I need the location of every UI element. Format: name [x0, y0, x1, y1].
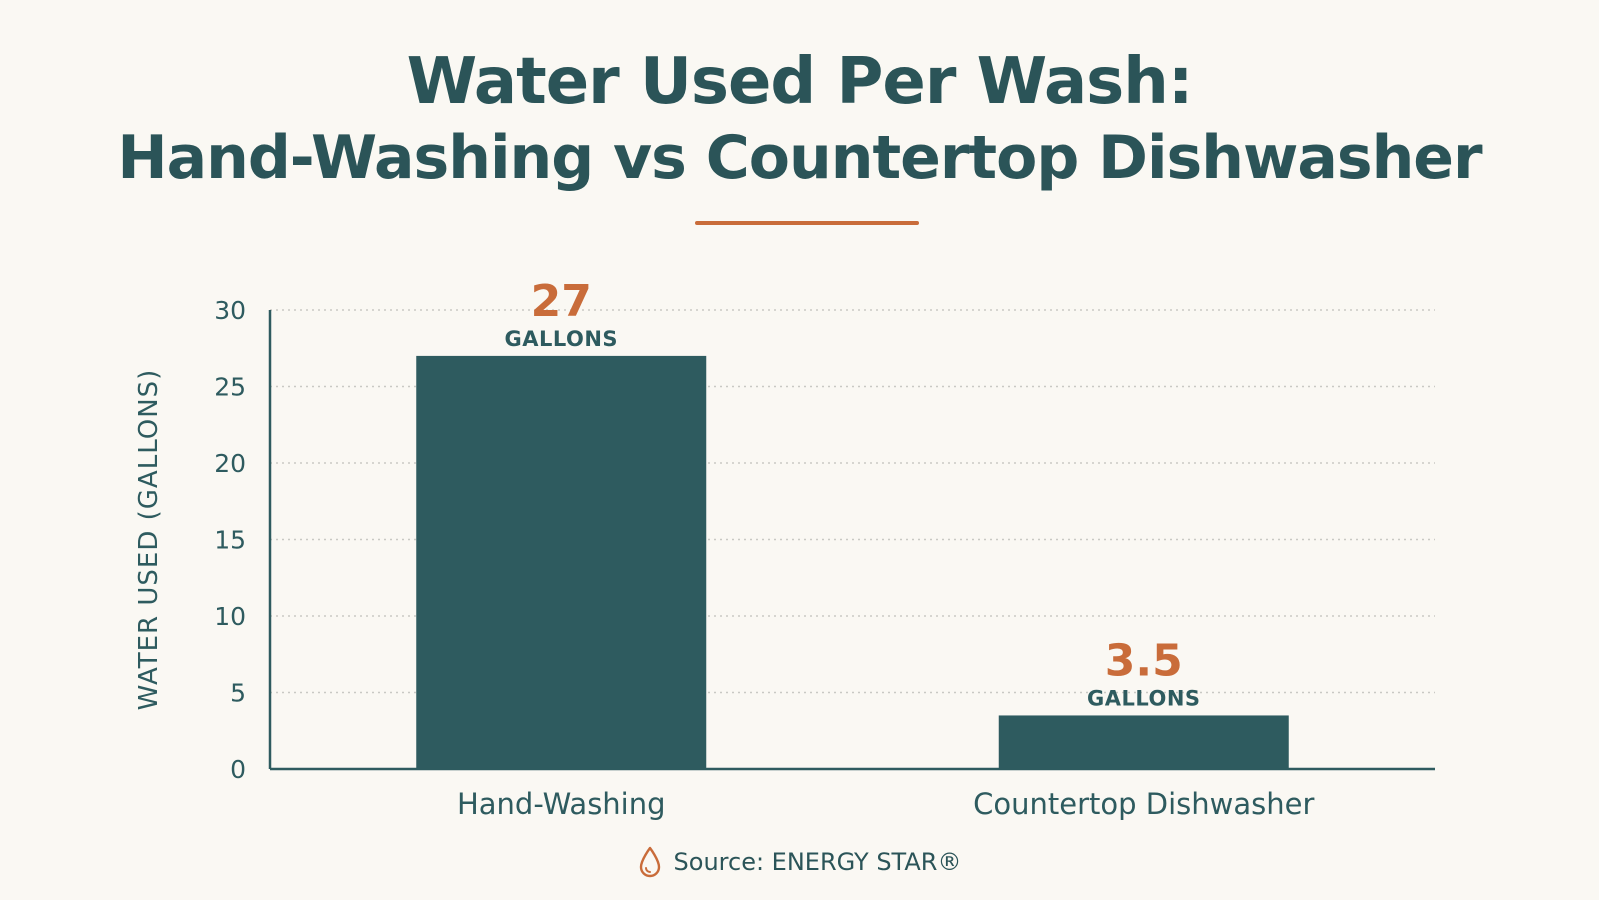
x-tick-label: Countertop Dishwasher: [973, 787, 1314, 821]
y-axis-label: WATER USED (GALLONS): [134, 369, 164, 711]
source-text: Source: ENERGY STAR®: [673, 848, 962, 876]
bar-value-label: 3.5: [1105, 635, 1183, 686]
source-note: Source: ENERGY STAR®: [0, 846, 1599, 878]
bar: [998, 715, 1289, 768]
y-tick-label: 25: [214, 373, 246, 402]
bar-unit-label: GALLONS: [504, 327, 618, 351]
title-underline-divider: [695, 221, 919, 225]
bar-value-label: 27: [531, 276, 592, 327]
y-tick-label: 0: [230, 755, 246, 784]
y-tick-label: 5: [230, 679, 246, 708]
x-tick-label: Hand-Washing: [457, 787, 666, 821]
bar-unit-label: GALLONS: [1087, 686, 1201, 710]
y-tick-label: 20: [214, 449, 246, 478]
water-drop-icon: [639, 846, 660, 878]
y-tick-label: 10: [214, 602, 246, 631]
y-tick-label: 30: [214, 296, 246, 325]
y-tick-label: 15: [214, 526, 246, 555]
bar: [416, 355, 707, 768]
chart-title-line-2: Hand-Washing vs Countertop Dishwasher: [117, 123, 1482, 193]
chart-title-line-1: Water Used Per Wash:: [406, 45, 1194, 119]
